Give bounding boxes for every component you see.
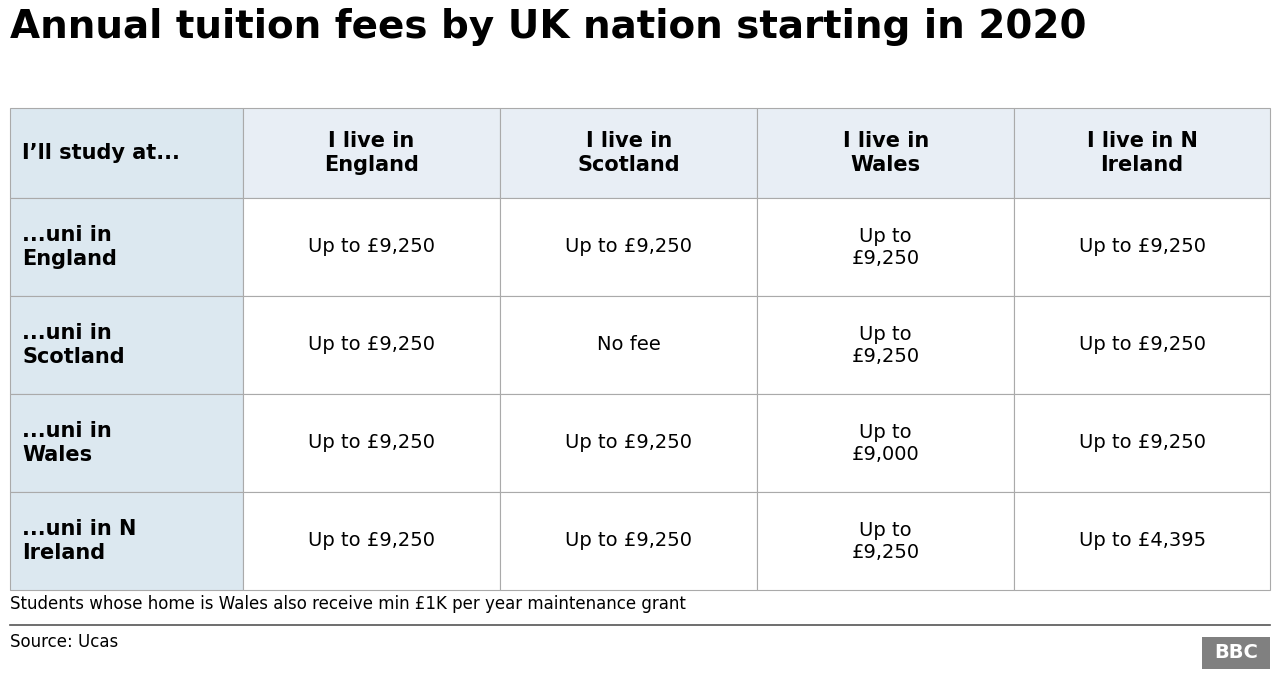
Bar bbox=[243, 198, 500, 296]
Text: Up to £9,250: Up to £9,250 bbox=[308, 532, 435, 550]
Bar bbox=[243, 492, 500, 590]
Bar bbox=[243, 108, 500, 198]
Bar bbox=[500, 296, 758, 394]
Bar bbox=[243, 394, 500, 492]
Text: ...uni in
Scotland: ...uni in Scotland bbox=[22, 323, 124, 366]
Text: Source: Ucas: Source: Ucas bbox=[10, 633, 118, 651]
Bar bbox=[758, 492, 1014, 590]
Bar bbox=[758, 394, 1014, 492]
Bar bbox=[758, 198, 1014, 296]
Text: I live in
England: I live in England bbox=[324, 132, 419, 175]
Text: Up to £9,250: Up to £9,250 bbox=[1079, 434, 1206, 453]
Text: Up to £9,250: Up to £9,250 bbox=[1079, 335, 1206, 355]
Bar bbox=[1202, 637, 1270, 669]
Text: I live in N
Ireland: I live in N Ireland bbox=[1087, 132, 1198, 175]
Text: I live in
Wales: I live in Wales bbox=[842, 132, 929, 175]
Text: Up to £9,250: Up to £9,250 bbox=[566, 532, 692, 550]
Text: BBC: BBC bbox=[1213, 643, 1258, 663]
Text: Up to
£9,250: Up to £9,250 bbox=[851, 324, 920, 366]
Text: ...uni in
England: ...uni in England bbox=[22, 226, 116, 269]
Bar bbox=[1014, 492, 1270, 590]
Text: ...uni in
Wales: ...uni in Wales bbox=[22, 421, 111, 464]
Bar bbox=[500, 108, 758, 198]
Bar bbox=[1014, 198, 1270, 296]
Text: Students whose home is Wales also receive min £1K per year maintenance grant: Students whose home is Wales also receiv… bbox=[10, 595, 686, 613]
Bar bbox=[10, 492, 243, 590]
Text: Up to £9,250: Up to £9,250 bbox=[566, 434, 692, 453]
Bar bbox=[500, 198, 758, 296]
Bar bbox=[10, 108, 243, 198]
Bar bbox=[10, 394, 243, 492]
Text: Up to £9,250: Up to £9,250 bbox=[308, 237, 435, 257]
Bar bbox=[1014, 108, 1270, 198]
Bar bbox=[1014, 296, 1270, 394]
Text: I’ll study at...: I’ll study at... bbox=[22, 143, 180, 163]
Text: Up to £9,250: Up to £9,250 bbox=[566, 237, 692, 257]
Bar bbox=[758, 296, 1014, 394]
Bar bbox=[758, 108, 1014, 198]
Text: Up to
£9,000: Up to £9,000 bbox=[851, 423, 919, 464]
Text: Up to £9,250: Up to £9,250 bbox=[308, 434, 435, 453]
Text: Up to £9,250: Up to £9,250 bbox=[308, 335, 435, 355]
Bar bbox=[500, 394, 758, 492]
Text: Up to £9,250: Up to £9,250 bbox=[1079, 237, 1206, 257]
Text: Up to £4,395: Up to £4,395 bbox=[1079, 532, 1206, 550]
Bar bbox=[500, 492, 758, 590]
Text: Up to
£9,250: Up to £9,250 bbox=[851, 521, 920, 562]
Bar bbox=[10, 296, 243, 394]
Bar bbox=[243, 296, 500, 394]
Text: ...uni in N
Ireland: ...uni in N Ireland bbox=[22, 519, 137, 563]
Text: Up to
£9,250: Up to £9,250 bbox=[851, 226, 920, 268]
Text: I live in
Scotland: I live in Scotland bbox=[577, 132, 680, 175]
Text: No fee: No fee bbox=[596, 335, 660, 355]
Bar bbox=[10, 198, 243, 296]
Bar bbox=[1014, 394, 1270, 492]
Text: Annual tuition fees by UK nation starting in 2020: Annual tuition fees by UK nation startin… bbox=[10, 8, 1087, 46]
